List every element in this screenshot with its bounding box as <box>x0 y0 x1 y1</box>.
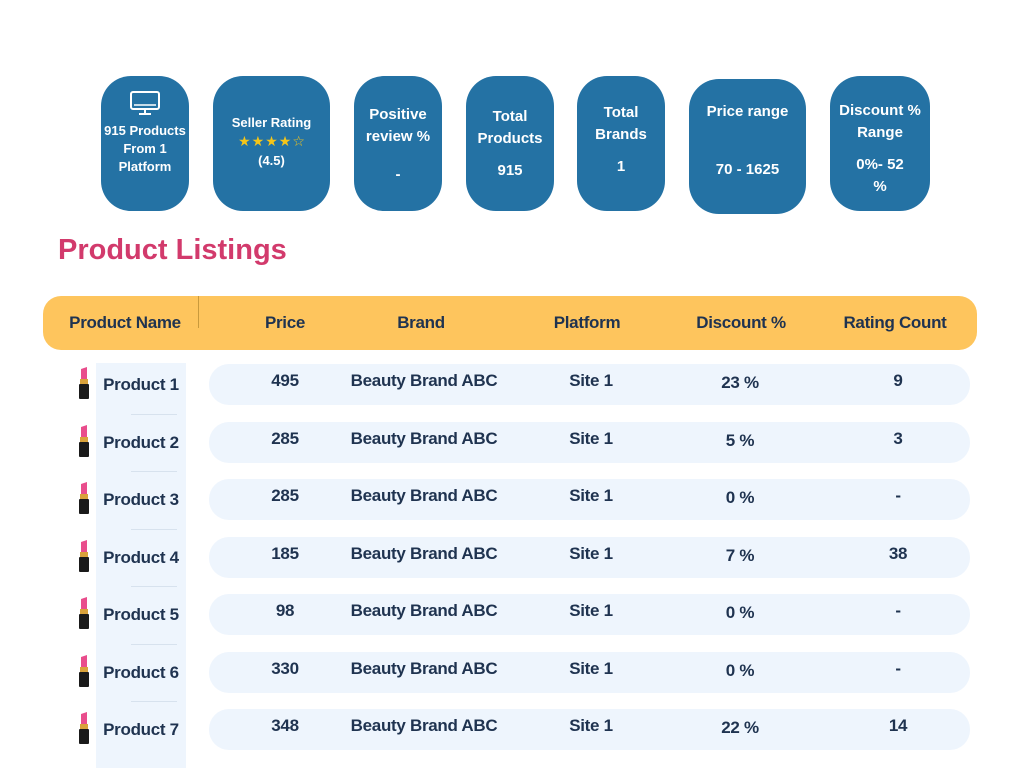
cell-platform: Site 1 <box>569 371 613 390</box>
star-filled-icon: ★ <box>265 134 278 150</box>
cell-name: Product 1 <box>103 375 179 394</box>
cell-discount: 0 % <box>725 603 755 622</box>
lipstick-icon <box>76 539 92 572</box>
cell-platform: Site 1 <box>569 486 613 505</box>
table-row <box>209 536 970 578</box>
cell-platform: Site 1 <box>569 716 613 735</box>
cell-count: - <box>895 601 901 620</box>
star-filled-icon: ★ <box>238 134 251 150</box>
cell-brand: Beauty Brand ABC <box>350 543 498 563</box>
cell-price: 285 <box>271 428 299 448</box>
table-row <box>209 364 970 405</box>
stat-card-positive-review: Positive review % - <box>354 76 442 211</box>
header-divider <box>198 296 199 328</box>
cell-brand: Beauty Brand ABC <box>350 658 498 678</box>
cell-name: Product 5 <box>103 605 179 624</box>
cell-count: 38 <box>888 543 908 563</box>
lipstick-icon <box>76 367 92 399</box>
rating-stars: ★ ★ ★ ★ ☆ <box>238 134 305 150</box>
stat-card-total-products: Total Products 915 <box>466 76 554 211</box>
stat-total-products-value: 915 <box>497 162 523 179</box>
cell-platform: Site 1 <box>569 543 613 563</box>
table-row <box>209 421 970 463</box>
cell-brand: Beauty Brand ABC <box>350 428 498 448</box>
stat-card-total-brands: Total Brands 1 <box>577 76 665 211</box>
cell-count: 3 <box>893 428 903 448</box>
table-row <box>209 479 970 520</box>
column-header-brand: Brand <box>397 313 445 332</box>
stat-brands-value: 1 <box>616 158 626 175</box>
lipstick-icon <box>76 424 92 457</box>
cell-platform: Site 1 <box>569 658 613 678</box>
cell-name: Product 6 <box>103 662 179 682</box>
stat-rating-label: Seller Rating <box>231 115 312 130</box>
stat-card-seller-rating: Seller Rating ★ ★ ★ ★ ☆ (4.5) <box>213 76 330 211</box>
lipstick-icon <box>76 597 92 629</box>
cell-price: 348 <box>271 716 299 735</box>
cell-platform: Site 1 <box>569 601 613 620</box>
star-filled-icon: ★ <box>278 134 292 150</box>
stat-price-value: 70 - 1625 <box>715 161 780 178</box>
stat-brands-label: Total Brands <box>595 104 647 143</box>
cell-discount: 5 % <box>725 430 755 450</box>
cell-platform: Site 1 <box>569 428 613 448</box>
table-row <box>209 709 970 750</box>
cell-discount: 0 % <box>725 660 755 680</box>
column-header-platform: Platform <box>553 313 621 332</box>
lipstick-icon <box>76 654 92 687</box>
cell-count: - <box>895 658 901 678</box>
cell-price: 185 <box>271 543 299 563</box>
row-separator <box>131 413 177 415</box>
row-separator <box>131 586 177 587</box>
row-separator <box>131 643 177 645</box>
lipstick-icon <box>76 482 92 514</box>
stat-card-discount-range: Discount % Range 0%- 52 % <box>830 76 930 211</box>
table-row <box>209 594 970 635</box>
lipstick-icon <box>76 712 92 744</box>
stat-discount-label: Discount % Range <box>839 102 921 141</box>
cell-price: 98 <box>275 601 295 620</box>
column-header-price: Price <box>264 313 306 332</box>
monitor-icon <box>130 91 160 115</box>
cell-discount: 23 % <box>721 373 759 392</box>
cell-brand: Beauty Brand ABC <box>350 601 498 620</box>
product-name-column <box>96 363 186 768</box>
stat-total-products-label: Total Products <box>477 108 543 147</box>
stat-discount-value: 0%- 52 % <box>856 156 904 195</box>
stat-products-label: 915 Products From 1 Platform <box>104 123 186 174</box>
row-separator <box>131 701 177 702</box>
star-empty-icon: ☆ <box>292 134 305 150</box>
row-separator <box>131 471 177 472</box>
stat-rating-value: (4.5) <box>258 153 285 168</box>
cell-brand: Beauty Brand ABC <box>350 716 498 735</box>
cell-discount: 7 % <box>725 545 755 565</box>
stat-price-label: Price range <box>706 103 789 120</box>
column-header-rating-count: Rating Count <box>843 313 947 332</box>
cell-price: 285 <box>271 486 299 505</box>
cell-count: 14 <box>888 716 908 735</box>
cell-name: Product 2 <box>103 432 179 452</box>
cell-discount: 0 % <box>725 488 755 507</box>
cell-brand: Beauty Brand ABC <box>350 371 498 390</box>
row-separator <box>131 528 177 530</box>
star-filled-icon: ★ <box>251 134 265 150</box>
table-row <box>209 651 970 693</box>
cell-count: - <box>895 486 901 505</box>
cell-name: Product 4 <box>103 547 179 567</box>
cell-name: Product 3 <box>103 490 179 509</box>
cell-discount: 22 % <box>721 718 759 737</box>
column-header-product-name: Product Name <box>69 313 181 332</box>
cell-price: 330 <box>271 658 299 678</box>
section-title: Product Listings <box>58 234 287 266</box>
stat-positive-label: Positive review % <box>365 106 431 145</box>
cell-count: 9 <box>893 371 903 390</box>
stat-card-price-range: Price range 70 - 1625 <box>689 79 806 214</box>
column-header-discount: Discount % <box>696 313 786 332</box>
table-header: Product Name Price Brand Platform Discou… <box>43 296 977 350</box>
stat-card-products: 915 Products From 1 Platform <box>101 76 189 211</box>
cell-name: Product 7 <box>103 720 179 739</box>
cell-price: 495 <box>271 371 299 390</box>
stat-positive-value: - <box>395 166 401 183</box>
cell-brand: Beauty Brand ABC <box>350 486 498 505</box>
